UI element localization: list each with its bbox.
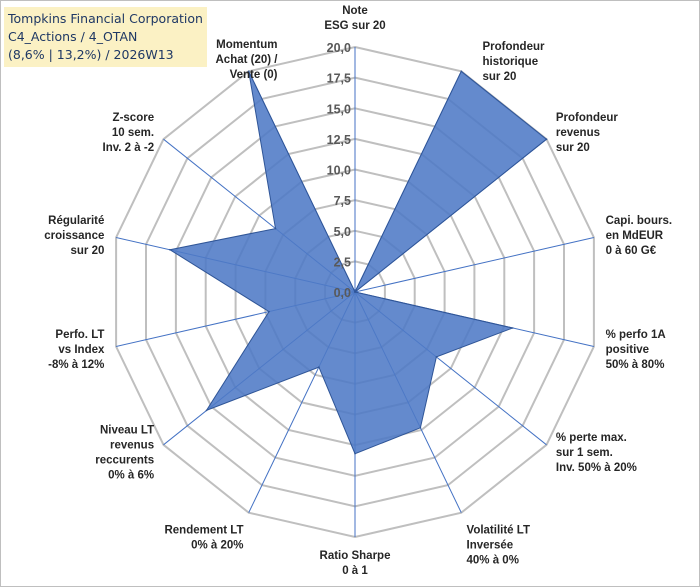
data-point-9 (205, 409, 208, 412)
tick-label-2: 5,0 (334, 225, 351, 239)
axis-label-13-line-0: Momentum (216, 39, 277, 51)
axis-label-11: Régularité croissance sur 20 (44, 215, 104, 257)
axis-label-10: Perfo. LT vs Index -8% à 12% (48, 329, 105, 371)
axis-label-0-line-1: ESG sur 20 (324, 20, 385, 32)
axis-label-9: Niveau LT revenus reccurents 0% à 6% (95, 425, 154, 482)
axis-label-12: Z-score 10 sem. Inv. 2 à -2 (103, 112, 155, 154)
axis-label-1: Profondeur historique sur 20 (483, 41, 545, 83)
axis-label-4-line-0: % perfo 1A (606, 329, 666, 341)
axis-label-10-line-0: Perfo. LT (55, 329, 104, 341)
data-point-2 (545, 138, 548, 140)
data-point-8 (318, 366, 320, 368)
data-point-10 (268, 310, 270, 313)
axis-label-4-line-2: 50% à 80% (606, 359, 665, 371)
axis-label-10-line-1: vs Index (58, 344, 105, 356)
axis-label-2-line-2: sur 20 (556, 142, 590, 154)
axis-label-1-line-1: historique (483, 56, 539, 68)
axis-label-7: Ratio Sharpe 0 à 1 (320, 550, 391, 577)
axis-label-2-line-0: Profondeur (556, 112, 618, 124)
axis-label-0-line-0: Note (342, 5, 368, 17)
axis-label-9-line-1: revenus (110, 440, 154, 452)
axis-label-3-line-2: 0 à 60 G€ (606, 245, 657, 257)
tick-label-5: 12,5 (327, 133, 351, 147)
axis-label-12-line-2: Inv. 2 à -2 (103, 142, 155, 154)
chart-title-box: Tompkins Financial Corporation C4_Action… (4, 7, 207, 67)
data-point-1 (460, 70, 463, 73)
axis-label-12-line-0: Z-score (113, 112, 155, 124)
axis-label-6: Volatilité LT Inversée 40% à 0% (467, 525, 530, 567)
tick-label-4: 10,0 (327, 164, 351, 178)
axis-label-13: Momentum Achat (20) / Vente (0) (216, 39, 279, 81)
axis-label-3-line-0: Capi. bours. (606, 215, 672, 227)
chart-title-period: (8,6% | 13,2%) / 2026W13 (8, 47, 174, 62)
axis-label-9-line-2: reccurents (95, 455, 154, 467)
data-point-6 (419, 427, 422, 429)
tick-label-1: 2,5 (334, 255, 351, 269)
axis-label-10-line-2: -8% à 12% (48, 359, 104, 371)
data-point-5 (435, 356, 438, 358)
axis-label-6-line-0: Volatilité LT (467, 525, 530, 537)
axis-label-11-line-2: sur 20 (71, 245, 105, 257)
axis-label-7-line-1: 0 à 1 (342, 565, 368, 577)
tick-label-8: 20,0 (327, 41, 351, 55)
axis-label-8: Rendement LT 0% à 20% (164, 525, 243, 552)
axis-label-5-line-1: sur 1 sem. (556, 447, 613, 459)
data-point-13 (247, 70, 250, 73)
axis-label-12-line-1: 10 sem. (112, 127, 154, 139)
axis-label-13-line-2: Vente (0) (230, 69, 278, 81)
axis-label-7-line-0: Ratio Sharpe (320, 550, 391, 562)
data-point-4 (511, 327, 514, 329)
axis-label-8-line-1: 0% à 20% (191, 540, 243, 552)
axis-label-2-line-1: revenus (556, 127, 600, 139)
tick-label-0: 0,0 (334, 286, 351, 300)
data-point-12 (274, 227, 277, 230)
axis-label-3-line-1: en MdEUR (606, 230, 664, 242)
axis-label-5-line-2: Inv. 50% à 20% (556, 462, 637, 474)
axis-label-4-line-1: positive (606, 344, 649, 356)
axis-label-2: Profondeur revenus sur 20 (556, 112, 618, 154)
data-point-3 (354, 291, 356, 293)
axis-label-9-line-0: Niveau LT (100, 425, 154, 437)
axis-label-6-line-2: 40% à 0% (467, 555, 519, 567)
tick-label-6: 15,0 (327, 102, 351, 116)
axis-label-11-line-1: croissance (44, 230, 104, 242)
axis-label-5-line-0: % perte max. (556, 432, 627, 444)
data-point-11 (169, 248, 171, 251)
chart-title-portfolio: C4_Actions / 4_OTAN (8, 29, 138, 44)
tick-label-7: 17,5 (327, 72, 351, 86)
axis-label-1-line-2: sur 20 (483, 71, 517, 83)
axis-label-1-line-0: Profondeur (483, 41, 545, 53)
axis-label-11-line-0: Régularité (48, 215, 104, 227)
axis-label-0: Note ESG sur 20 (324, 5, 385, 32)
axis-label-9-line-3: 0% à 6% (108, 470, 154, 482)
tick-label-3: 7,5 (334, 194, 351, 208)
axis-label-3: Capi. bours. en MdEUR 0 à 60 G€ (606, 215, 672, 257)
data-point-7 (354, 452, 356, 455)
axis-label-4: % perfo 1A positive 50% à 80% (606, 329, 666, 371)
chart-title-company: Tompkins Financial Corporation (8, 11, 203, 26)
axis-spoke-3 (354, 237, 595, 293)
axis-label-6-line-1: Inversée (467, 540, 514, 552)
axis-label-13-line-1: Achat (20) / (216, 54, 279, 66)
axis-label-5: % perte max. sur 1 sem. Inv. 50% à 20% (556, 432, 637, 474)
axis-label-8-line-0: Rendement LT (164, 525, 243, 537)
